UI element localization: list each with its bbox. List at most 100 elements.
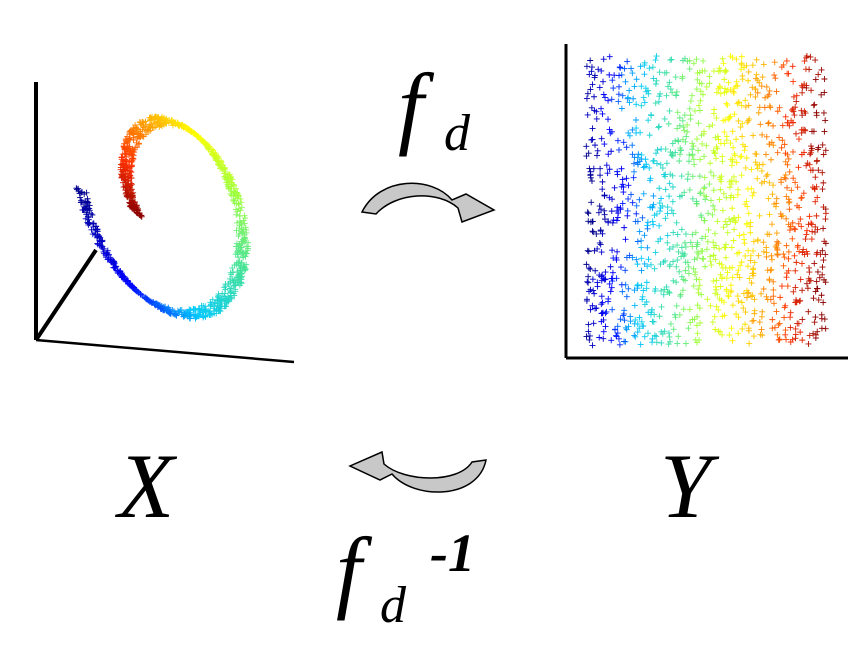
plus-marker: [769, 191, 776, 198]
plus-marker: [760, 61, 767, 68]
plus-marker: [125, 170, 132, 177]
plus-marker: [749, 318, 756, 325]
plus-marker: [117, 166, 124, 173]
plus-marker: [653, 333, 660, 340]
plus-marker: [584, 111, 591, 118]
plus-marker: [619, 181, 626, 188]
plus-marker: [658, 303, 665, 310]
plus-marker: [812, 314, 819, 321]
plus-marker: [691, 161, 698, 168]
plus-marker: [674, 231, 681, 238]
plus-marker: [677, 145, 684, 152]
plus-marker: [237, 274, 244, 281]
plus-marker: [589, 302, 596, 309]
plus-marker: [784, 119, 791, 126]
plus-marker: [722, 254, 729, 261]
plus-marker: [747, 257, 754, 264]
plus-marker: [642, 85, 649, 92]
plus-marker: [684, 58, 691, 65]
plus-marker: [598, 249, 605, 256]
plus-marker: [691, 107, 698, 114]
plus-marker: [709, 319, 716, 326]
plus-marker: [697, 88, 704, 95]
plus-marker: [169, 307, 176, 314]
plus-marker: [605, 116, 612, 123]
plus-marker: [754, 165, 761, 172]
plus-marker: [736, 274, 743, 281]
plus-marker: [733, 56, 740, 63]
plus-marker: [814, 194, 821, 201]
plus-marker: [678, 253, 685, 260]
plus-marker: [641, 301, 648, 308]
plus-marker: [233, 211, 240, 218]
plus-marker: [679, 57, 686, 64]
plus-marker: [615, 91, 622, 98]
plus-marker: [743, 198, 750, 205]
plus-marker: [583, 63, 590, 70]
plus-marker: [723, 275, 730, 282]
plus-marker: [781, 304, 788, 311]
plus-marker: [674, 340, 681, 347]
plus-marker: [609, 196, 616, 203]
plus-marker: [633, 210, 640, 217]
plus-marker: [613, 217, 620, 224]
plus-marker: [689, 231, 696, 238]
plus-marker: [689, 173, 696, 180]
plus-marker: [689, 195, 696, 202]
plus-marker: [684, 121, 691, 128]
plus-marker: [721, 89, 728, 96]
plus-marker: [584, 247, 591, 254]
plus-marker: [735, 186, 742, 193]
plus-marker: [682, 277, 689, 284]
plus-marker: [658, 339, 665, 346]
plus-marker: [85, 199, 92, 206]
plus-marker: [804, 160, 811, 167]
plus-marker: [231, 282, 238, 289]
plus-marker: [763, 293, 770, 300]
plus-marker: [595, 209, 602, 216]
plus-marker: [689, 140, 696, 147]
plus-marker: [696, 282, 703, 289]
plus-marker: [822, 117, 829, 124]
plus-marker: [656, 313, 663, 320]
plus-marker: [803, 280, 810, 287]
plus-marker: [225, 280, 232, 287]
plus-marker: [592, 305, 599, 312]
plus-marker: [770, 300, 777, 307]
plus-marker: [629, 70, 636, 77]
plus-marker: [788, 117, 795, 124]
plus-marker: [233, 192, 240, 199]
x-space-axes: [34, 82, 295, 364]
plus-marker: [600, 56, 607, 63]
plus-marker: [710, 68, 717, 75]
plus-marker: [643, 279, 650, 286]
plus-marker: [242, 215, 249, 222]
plus-marker: [602, 269, 609, 276]
plus-marker: [788, 187, 795, 194]
plus-marker: [741, 147, 748, 154]
plus-marker: [682, 267, 689, 274]
plus-marker: [622, 78, 629, 85]
plus-marker: [641, 59, 648, 66]
plus-marker: [135, 210, 142, 217]
plus-marker: [623, 293, 630, 300]
plus-marker: [88, 210, 95, 217]
plus-marker: [702, 196, 709, 203]
plus-marker: [738, 299, 745, 306]
plus-marker: [785, 221, 792, 228]
plus-marker: [789, 336, 796, 343]
plus-marker: [648, 111, 655, 118]
plus-marker: [708, 262, 715, 269]
plus-marker: [706, 181, 713, 188]
plus-marker: [670, 210, 677, 217]
plus-marker: [820, 299, 827, 306]
plus-marker: [714, 145, 721, 152]
plus-marker: [764, 171, 771, 178]
plus-marker: [822, 210, 829, 217]
plus-marker: [658, 287, 665, 294]
plus-marker: [114, 267, 121, 274]
plus-marker: [777, 294, 784, 301]
plus-marker: [175, 120, 182, 127]
plus-marker: [803, 84, 810, 91]
plus-marker: [167, 310, 174, 317]
